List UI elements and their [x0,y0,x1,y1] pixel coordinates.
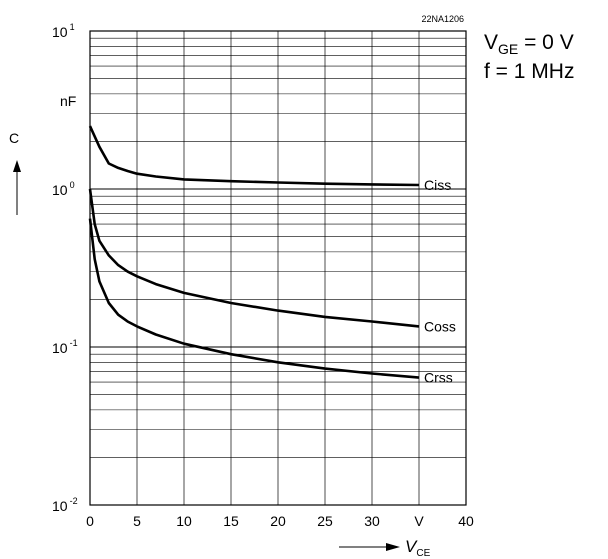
x-tick-label: 25 [317,513,333,529]
series-lines [88,125,420,379]
y-tick-label: 10 -1 [52,338,78,356]
y-axis-unit: nF [60,93,76,109]
y-axis-arrowhead [13,160,21,172]
series-line-crss [88,218,420,379]
condition-vge: VGE = 0 V [484,31,574,57]
x-axis-label: VCE [405,537,431,559]
y-tick-label: 10 0 [52,180,75,198]
plot-frame [89,30,467,506]
x-tick-label: 10 [176,513,192,529]
grid [90,31,466,506]
series-line-ciss [88,125,420,187]
y-axis-label: C [9,130,19,146]
x-tick-labels: 0 5 10 15 20 25 30 40 V [86,513,474,529]
y-tick-label: 10 1 [52,22,75,40]
x-tick-label: 0 [86,513,94,529]
y-tick-label: 10 -2 [52,496,78,514]
series-line-coss [88,188,420,328]
series-labels: Ciss Coss Crss [424,177,456,386]
series-label-ciss: Ciss [424,177,451,193]
x-axis-unit: V [414,513,424,529]
series-label-crss: Crss [424,370,453,386]
x-tick-label: 5 [133,513,141,529]
x-tick-label: 40 [458,513,474,529]
figure-code: 22NA1206 [421,14,464,24]
condition-frequency: f = 1 MHz [484,60,574,83]
x-axis-arrowhead [386,543,400,551]
x-tick-label: 30 [364,513,380,529]
series-label-coss: Coss [424,318,456,334]
x-tick-label: 20 [270,513,286,529]
x-tick-label: 15 [223,513,239,529]
